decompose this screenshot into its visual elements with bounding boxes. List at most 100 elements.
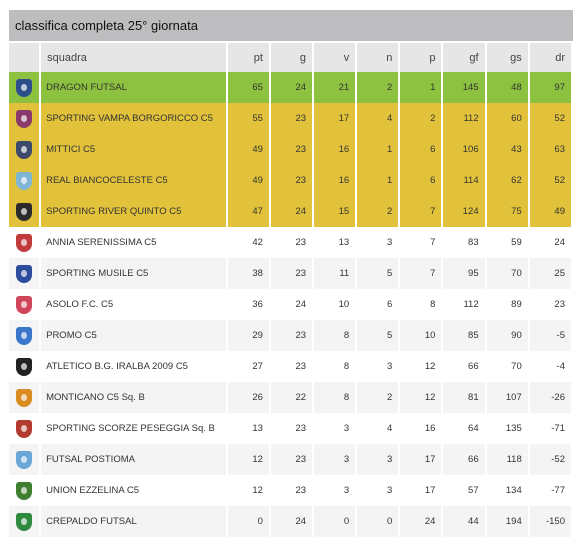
table-row[interactable]: SPORTING VAMPA BORGORICCO C5 55 23 17 4 2 112 6…: [9, 103, 574, 134]
cell-games: 24: [269, 196, 315, 227]
team-name[interactable]: CREPALDO FUTSAL: [40, 506, 228, 537]
table-row[interactable]: MONTICANO C5 Sq. B 26 22 8 2 12 81 107 -26: [9, 382, 574, 413]
table-header-row: squadra pt g v n p gf gs dr: [9, 43, 574, 72]
table-row[interactable]: PROMO C5 29 23 8 5 10 85 90 -5: [9, 320, 574, 351]
cell-games: 23: [269, 475, 315, 506]
team-name[interactable]: SPORTING RIVER QUINTO C5: [40, 196, 228, 227]
asolo-crest-icon: [16, 295, 33, 314]
table-row[interactable]: REAL BIANCOCELESTE C5 49 23 16 1 6 114 62 52: [9, 165, 574, 196]
team-name[interactable]: ATLETICO B.G. IRALBA 2009 C5: [40, 351, 228, 382]
cell-goals-against: 60: [485, 103, 530, 134]
team-logo-cell: [9, 382, 42, 413]
table-row[interactable]: FUTSAL POSTIOMA 12 23 3 3 17 66 118 -52: [9, 444, 574, 475]
cell-games: 24: [269, 506, 315, 537]
cell-wins: 10: [313, 289, 358, 320]
header-games[interactable]: g: [269, 43, 315, 72]
cell-goals-for: 66: [442, 444, 487, 475]
table-row[interactable]: SPORTING SCORZE PESEGGIA Sq. B 13 23 3 4 16 64…: [9, 413, 574, 444]
table-row[interactable]: ATLETICO B.G. IRALBA 2009 C5 27 23 8 3 12 66 70…: [9, 351, 574, 382]
table-row[interactable]: DRAGON FUTSAL 65 24 21 2 1 145 48 97: [9, 72, 574, 103]
cell-points: 49: [226, 134, 271, 165]
cell-draws: 0: [356, 506, 401, 537]
cell-goals-for: 145: [442, 72, 487, 103]
cell-points: 38: [226, 258, 271, 289]
table-row[interactable]: CREPALDO FUTSAL 0 24 0 0 24 44 194 -150: [9, 506, 574, 537]
team-name[interactable]: ANNIA SERENISSIMA C5: [40, 227, 228, 258]
team-logo-cell: [9, 506, 42, 537]
cell-draws: 2: [356, 196, 401, 227]
cell-games: 23: [269, 320, 315, 351]
cell-goals-against: 70: [485, 351, 530, 382]
cell-points: 42: [226, 227, 271, 258]
cell-goal-difference: 25: [528, 258, 574, 289]
cell-losses: 8: [399, 289, 444, 320]
table-row[interactable]: ASOLO F.C. C5 36 24 10 6 8 112 89 23: [9, 289, 574, 320]
table-row[interactable]: UNION EZZELINA C5 12 23 3 3 17 57 134 -77: [9, 475, 574, 506]
cell-games: 23: [269, 258, 315, 289]
team-name[interactable]: UNION EZZELINA C5: [40, 475, 228, 506]
team-logo-cell: [9, 258, 42, 289]
cell-wins: 8: [313, 320, 358, 351]
cell-draws: 5: [356, 320, 401, 351]
cell-losses: 10: [399, 320, 444, 351]
header-points[interactable]: pt: [226, 43, 271, 72]
cell-draws: 3: [356, 475, 401, 506]
team-name[interactable]: REAL BIANCOCELESTE C5: [40, 165, 228, 196]
team-name[interactable]: DRAGON FUTSAL: [40, 72, 228, 103]
table-row[interactable]: SPORTING RIVER QUINTO C5 47 24 15 2 7 124 75 49: [9, 196, 574, 227]
team-name[interactable]: MITTICI C5: [40, 134, 228, 165]
cell-wins: 21: [313, 72, 358, 103]
header-logo: [9, 43, 42, 72]
header-wins[interactable]: v: [313, 43, 358, 72]
cell-goals-against: 89: [485, 289, 530, 320]
header-goal-difference[interactable]: dr: [528, 43, 574, 72]
ezzelina-crest-icon: [16, 481, 33, 500]
header-goals-against[interactable]: gs: [485, 43, 530, 72]
cell-wins: 8: [313, 351, 358, 382]
cell-wins: 3: [313, 444, 358, 475]
cell-points: 26: [226, 382, 271, 413]
header-draws[interactable]: n: [356, 43, 401, 72]
scorze-crest-icon: [16, 419, 33, 438]
cell-draws: 2: [356, 382, 401, 413]
team-name[interactable]: SPORTING SCORZE PESEGGIA Sq. B: [40, 413, 228, 444]
team-name[interactable]: ASOLO F.C. C5: [40, 289, 228, 320]
postioma-crest-icon: [16, 450, 33, 469]
team-name[interactable]: SPORTING VAMPA BORGORICCO C5: [40, 103, 228, 134]
cell-points: 12: [226, 475, 271, 506]
team-name[interactable]: MONTICANO C5 Sq. B: [40, 382, 228, 413]
team-logo-cell: [9, 351, 42, 382]
header-goals-for[interactable]: gf: [442, 43, 487, 72]
cell-goal-difference: 52: [528, 103, 574, 134]
team-logo-cell: [9, 227, 42, 258]
cell-draws: 6: [356, 289, 401, 320]
cell-draws: 2: [356, 72, 401, 103]
promo-crest-icon: [16, 326, 33, 345]
table-row[interactable]: ANNIA SERENISSIMA C5 42 23 13 3 7 83 59 24: [9, 227, 574, 258]
header-losses[interactable]: p: [399, 43, 444, 72]
table-row[interactable]: MITTICI C5 49 23 16 1 6 106 43 63: [9, 134, 574, 165]
team-logo-cell: [9, 289, 42, 320]
cell-goal-difference: 63: [528, 134, 574, 165]
team-name[interactable]: FUTSAL POSTIOMA: [40, 444, 228, 475]
cell-draws: 5: [356, 258, 401, 289]
cell-draws: 4: [356, 413, 401, 444]
team-name[interactable]: PROMO C5: [40, 320, 228, 351]
cell-losses: 6: [399, 165, 444, 196]
cell-losses: 6: [399, 134, 444, 165]
annia-crest-icon: [16, 233, 33, 252]
team-name[interactable]: SPORTING MUSILE C5: [40, 258, 228, 289]
river-quinto-crest-icon: [16, 202, 33, 221]
cell-goal-difference: -26: [528, 382, 574, 413]
cell-losses: 12: [399, 351, 444, 382]
cell-points: 47: [226, 196, 271, 227]
cell-points: 36: [226, 289, 271, 320]
header-team[interactable]: squadra: [40, 43, 228, 72]
cell-losses: 16: [399, 413, 444, 444]
cell-draws: 3: [356, 444, 401, 475]
crepaldo-crest-icon: [16, 512, 33, 531]
team-logo-cell: [9, 320, 42, 351]
table-row[interactable]: SPORTING MUSILE C5 38 23 11 5 7 95 70 25: [9, 258, 574, 289]
team-logo-cell: [9, 103, 42, 134]
cell-goals-for: 64: [442, 413, 487, 444]
